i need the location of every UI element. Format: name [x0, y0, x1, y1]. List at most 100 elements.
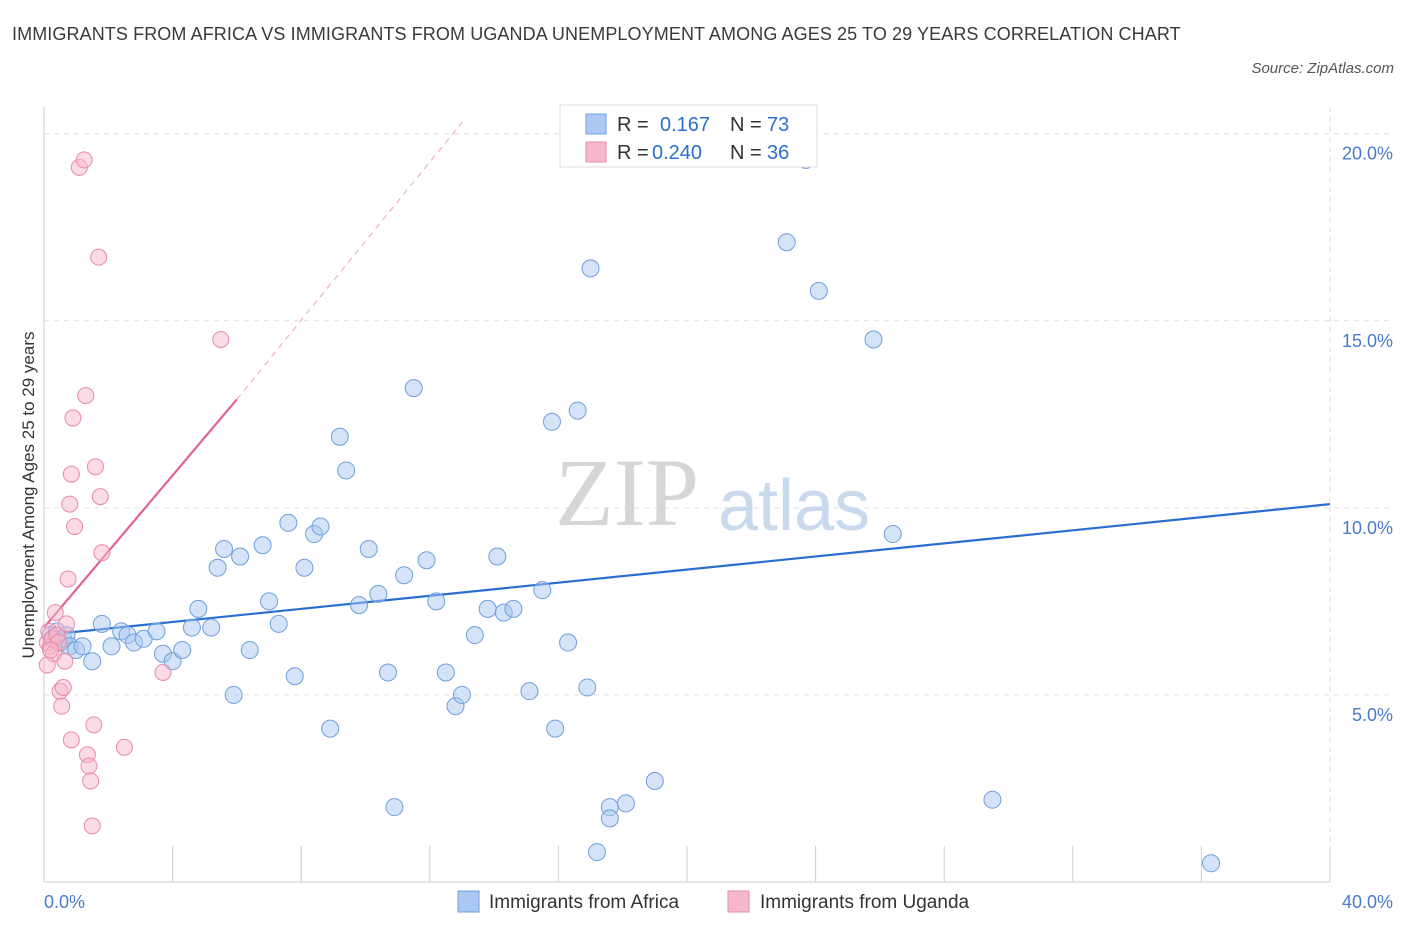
uganda-point	[58, 615, 76, 633]
uganda-point	[64, 409, 82, 427]
uganda-point	[54, 678, 72, 696]
uganda-point	[53, 697, 71, 715]
africa-point	[581, 259, 600, 278]
africa-point	[1202, 854, 1221, 873]
y-tick-label: 15.0%	[1342, 331, 1393, 351]
africa-point	[478, 599, 497, 618]
legend-uganda-r-label: R =	[617, 142, 649, 164]
bottom-legend-swatch-uganda	[727, 890, 750, 913]
africa-point	[295, 558, 314, 577]
africa-point	[568, 401, 587, 420]
uganda-point	[93, 544, 111, 562]
uganda-point	[62, 465, 80, 483]
uganda-point	[115, 738, 133, 756]
trend-lines	[43, 122, 1331, 637]
uganda-point	[82, 772, 100, 790]
africa-point	[436, 663, 455, 682]
africa-point	[520, 682, 539, 701]
x-tick-label: 0.0%	[44, 892, 85, 912]
africa-point	[240, 641, 259, 660]
africa-point	[546, 719, 565, 738]
uganda-point	[85, 716, 103, 734]
watermark-zip: ZIP	[555, 439, 699, 546]
africa-point	[542, 412, 561, 431]
legend-swatch-africa	[585, 113, 607, 135]
africa-point	[578, 678, 597, 697]
uganda-point	[91, 488, 109, 506]
top-legend: R = 0.167 N = 73 R = 0.240 N = 36	[559, 104, 818, 168]
africa-point	[253, 536, 272, 555]
africa-point	[777, 233, 796, 252]
africa-point	[379, 663, 398, 682]
africa-point	[395, 566, 414, 585]
africa-point	[224, 685, 243, 704]
africa-point	[102, 637, 121, 656]
uganda-point	[56, 652, 74, 670]
africa-point	[983, 790, 1002, 809]
uganda-point	[80, 757, 98, 775]
uganda-point	[59, 570, 77, 588]
africa-point	[73, 637, 92, 656]
uganda-trend-line	[43, 398, 238, 629]
tick-labels: 5.0% 10.0% 15.0% 20.0% 0.0% 40.0%	[44, 144, 1393, 912]
africa-point	[883, 525, 902, 544]
africa-point	[173, 641, 192, 660]
legend-uganda-n-value: 36	[767, 142, 789, 164]
uganda-point	[41, 641, 59, 659]
africa-point	[504, 599, 523, 618]
chart-source: Source: ZipAtlas.com	[1251, 60, 1394, 77]
africa-point	[600, 809, 619, 828]
africa-point	[465, 626, 484, 645]
africa-point	[279, 513, 298, 532]
africa-point	[285, 667, 304, 686]
uganda-point	[46, 604, 64, 622]
africa-point	[208, 558, 227, 577]
africa-point	[321, 719, 340, 738]
africa-point	[350, 596, 369, 615]
y-tick-label: 10.0%	[1342, 518, 1393, 538]
africa-point	[809, 281, 828, 300]
africa-point	[231, 547, 250, 566]
uganda-point	[66, 518, 84, 536]
africa-point	[215, 540, 234, 559]
africa-point	[645, 771, 664, 790]
africa-point	[369, 584, 388, 603]
africa-point	[182, 618, 201, 637]
africa-point	[864, 330, 883, 349]
uganda-point	[77, 387, 95, 405]
africa-point	[427, 592, 446, 611]
africa-point	[488, 547, 507, 566]
uganda-point	[86, 458, 104, 476]
africa-point	[404, 379, 423, 398]
africa-point	[202, 618, 221, 637]
bottom-legend-uganda: Immigrants from Uganda	[760, 892, 970, 913]
africa-point	[587, 843, 606, 862]
africa-point	[311, 517, 330, 536]
uganda-point	[83, 817, 101, 835]
legend-swatch-uganda	[585, 141, 607, 163]
africa-point	[616, 794, 635, 813]
bottom-legend: Immigrants from Africa Immigrants from U…	[457, 890, 970, 913]
africa-point	[533, 581, 552, 600]
africa-trend-line	[43, 503, 1331, 637]
watermark-atlas: atlas	[718, 466, 870, 546]
africa-point	[417, 551, 436, 570]
bottom-legend-africa: Immigrants from Africa	[489, 892, 679, 913]
uganda-point	[154, 663, 172, 681]
africa-point	[337, 461, 356, 480]
axes	[43, 107, 1331, 883]
africa-point	[385, 798, 404, 817]
legend-uganda-r-value: 0.240	[652, 142, 702, 164]
x-tick-label: 40.0%	[1342, 892, 1393, 912]
uganda-point	[38, 656, 56, 674]
africa-point	[359, 540, 378, 559]
uganda-point	[212, 330, 230, 348]
y-axis-label: Unemployment Among Ages 25 to 29 years	[19, 332, 38, 659]
africa-point	[269, 614, 288, 633]
chart-title: IMMIGRANTS FROM AFRICA VS IMMIGRANTS FRO…	[12, 24, 1181, 44]
legend-uganda-n-label: N =	[730, 142, 762, 164]
africa-point	[189, 599, 208, 618]
africa-point	[452, 685, 471, 704]
y-tick-label: 20.0%	[1342, 144, 1393, 164]
legend-africa-n-value: 73	[767, 114, 789, 136]
